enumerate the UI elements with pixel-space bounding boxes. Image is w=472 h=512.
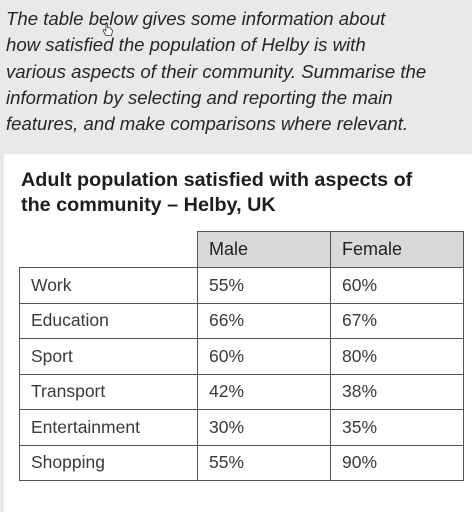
male-value: 55% xyxy=(197,267,331,304)
male-value: 30% xyxy=(197,409,331,446)
table-row: Education 66% 67% xyxy=(19,302,464,339)
male-value: 55% xyxy=(197,444,331,481)
header-blank-cell xyxy=(19,231,198,268)
prompt-line: how satisfied the population of Helby is… xyxy=(6,34,366,56)
table-row: Transport 42% 38% xyxy=(19,373,464,410)
header-male: Male xyxy=(197,231,331,268)
table-row: Entertainment 30% 35% xyxy=(19,409,464,446)
hand-pointer-icon xyxy=(102,23,113,36)
row-label: Education xyxy=(19,302,198,339)
prompt-line: features, and make comparisons where rel… xyxy=(6,113,409,135)
table-row: Work 55% 60% xyxy=(19,267,464,304)
female-value: 38% xyxy=(330,373,464,410)
table-row: Shopping 55% 90% xyxy=(19,444,464,481)
female-value: 90% xyxy=(330,444,464,481)
table-title-line: the community – Helby, UK xyxy=(21,194,276,216)
prompt-line: information by selecting and reporting t… xyxy=(6,86,393,108)
female-value: 67% xyxy=(330,302,464,339)
table-row: Sport 60% 80% xyxy=(19,338,464,375)
table-card: Adult population satisfied with aspects … xyxy=(4,154,472,512)
satisfaction-table: Male Female Work 55% 60% Education 66% 6… xyxy=(19,231,464,481)
table-header-row: Male Female xyxy=(19,231,464,268)
prompt-line: various aspects of their community. Summ… xyxy=(6,60,427,82)
male-value: 42% xyxy=(197,373,331,410)
row-label: Shopping xyxy=(19,444,198,481)
female-value: 35% xyxy=(330,409,464,446)
prompt-line: The table below gives some information a… xyxy=(6,8,386,29)
task-prompt: The table below gives some information a… xyxy=(6,6,468,137)
male-value: 66% xyxy=(197,302,331,339)
row-label: Sport xyxy=(19,338,198,375)
header-female: Female xyxy=(330,231,464,268)
male-value: 60% xyxy=(197,338,331,375)
row-label: Work xyxy=(19,267,198,304)
female-value: 80% xyxy=(330,338,464,375)
female-value: 60% xyxy=(330,267,464,304)
table-title: Adult population satisfied with aspects … xyxy=(21,168,461,218)
row-label: Transport xyxy=(19,373,198,410)
table-title-line: Adult population satisfied with aspects … xyxy=(21,169,413,191)
row-label: Entertainment xyxy=(19,409,198,446)
